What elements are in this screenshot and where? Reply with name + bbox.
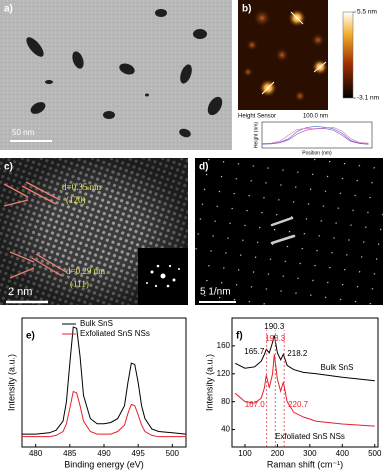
y-tick-label: 120 (217, 369, 231, 378)
scale-bar-label: 50 nm (12, 128, 35, 137)
saed-image (195, 158, 383, 305)
panel-label: d) (199, 162, 208, 173)
x-axis-label: Position (nm) (302, 150, 332, 156)
series-label: Exfoliated SnS NSs (275, 432, 345, 441)
y-tick-label: 160 (217, 341, 231, 350)
lattice-markers (3, 181, 67, 279)
colorbar (342, 11, 354, 99)
miller-index: (120) (66, 195, 86, 205)
peak-label: 218.2 (287, 349, 308, 358)
data-line (261, 126, 369, 145)
y-axis-label: Intensity (a.u.) (6, 354, 16, 411)
x-tick-label: 500 (368, 449, 382, 458)
x-tick-label: 485 (63, 449, 77, 458)
data-line (234, 354, 375, 427)
fft-spots (146, 264, 180, 288)
panel-label: b) (242, 4, 251, 15)
peak-label: 190.3 (264, 322, 285, 331)
panel-label: a) (4, 4, 13, 15)
scale-bar-label: 100.0 nm (303, 114, 328, 120)
data-line (22, 390, 186, 438)
legend-label: Bulk SnS (80, 319, 113, 328)
panel-label: c) (4, 162, 13, 173)
colorbar-label: 5.5 nm (357, 9, 377, 16)
plot-frame (231, 317, 379, 448)
tem-image (0, 0, 232, 150)
d-spacing: d=0.35 nm (62, 182, 101, 192)
peak-label: 167.0 (245, 400, 266, 409)
panel-d: d) 5 1/nm (195, 158, 383, 305)
x-tick-label: 500 (166, 449, 180, 458)
x-tick-label: 200 (271, 449, 285, 458)
peak-label: 193.3 (265, 334, 286, 343)
d-spacing: d=0.29 nm (66, 266, 105, 276)
panel-label: f) (236, 331, 243, 342)
panel-label: e) (26, 331, 35, 342)
particles (26, 9, 223, 138)
x-axis-label: Binding energy (eV) (64, 459, 144, 469)
colorbar-label: -3.1 nm (357, 95, 379, 102)
afm-markers (261, 11, 327, 95)
data-line (235, 335, 375, 382)
x-tick-label: 400 (336, 449, 350, 458)
data-line (262, 128, 369, 145)
y-axis-label: Intensity (a.u.) (204, 354, 214, 411)
y-tick-label: 80 (221, 397, 230, 406)
miller-index: (111) (70, 279, 89, 289)
panel-b: b) Height Sensor 100.0 nm (238, 0, 354, 120)
x-tick-label: 495 (131, 449, 145, 458)
series-label: Bulk SnS (321, 363, 354, 372)
y-axis-label: Height (nm) (253, 122, 259, 148)
x-tick-label: 480 (29, 449, 43, 458)
panel-c: c) d=0.35 nm (120) d=0.29 nm (111) 2 nm (0, 158, 188, 305)
data-line (261, 126, 369, 144)
peak-label: 220.7 (288, 400, 309, 409)
x-axis-label: Raman shift (cm⁻¹) (267, 459, 343, 469)
x-tick-label: 100 (238, 449, 252, 458)
x-tick-label: 490 (97, 449, 111, 458)
y-tick-label: 40 (221, 425, 230, 434)
x-tick-label: 300 (303, 449, 317, 458)
plot-frame (261, 121, 373, 149)
channel-label: Height Sensor (238, 114, 276, 120)
legend-label: Exfoliated SnS NSs (80, 329, 150, 338)
scale-bar-label: 5 1/nm (200, 287, 231, 298)
saed-streaks (270, 216, 296, 245)
scale-bar-label: 2 nm (8, 286, 32, 298)
peak-label: 165.7 (244, 347, 265, 356)
panel-a: a) 50 nm (0, 0, 232, 150)
data-line (22, 326, 187, 435)
